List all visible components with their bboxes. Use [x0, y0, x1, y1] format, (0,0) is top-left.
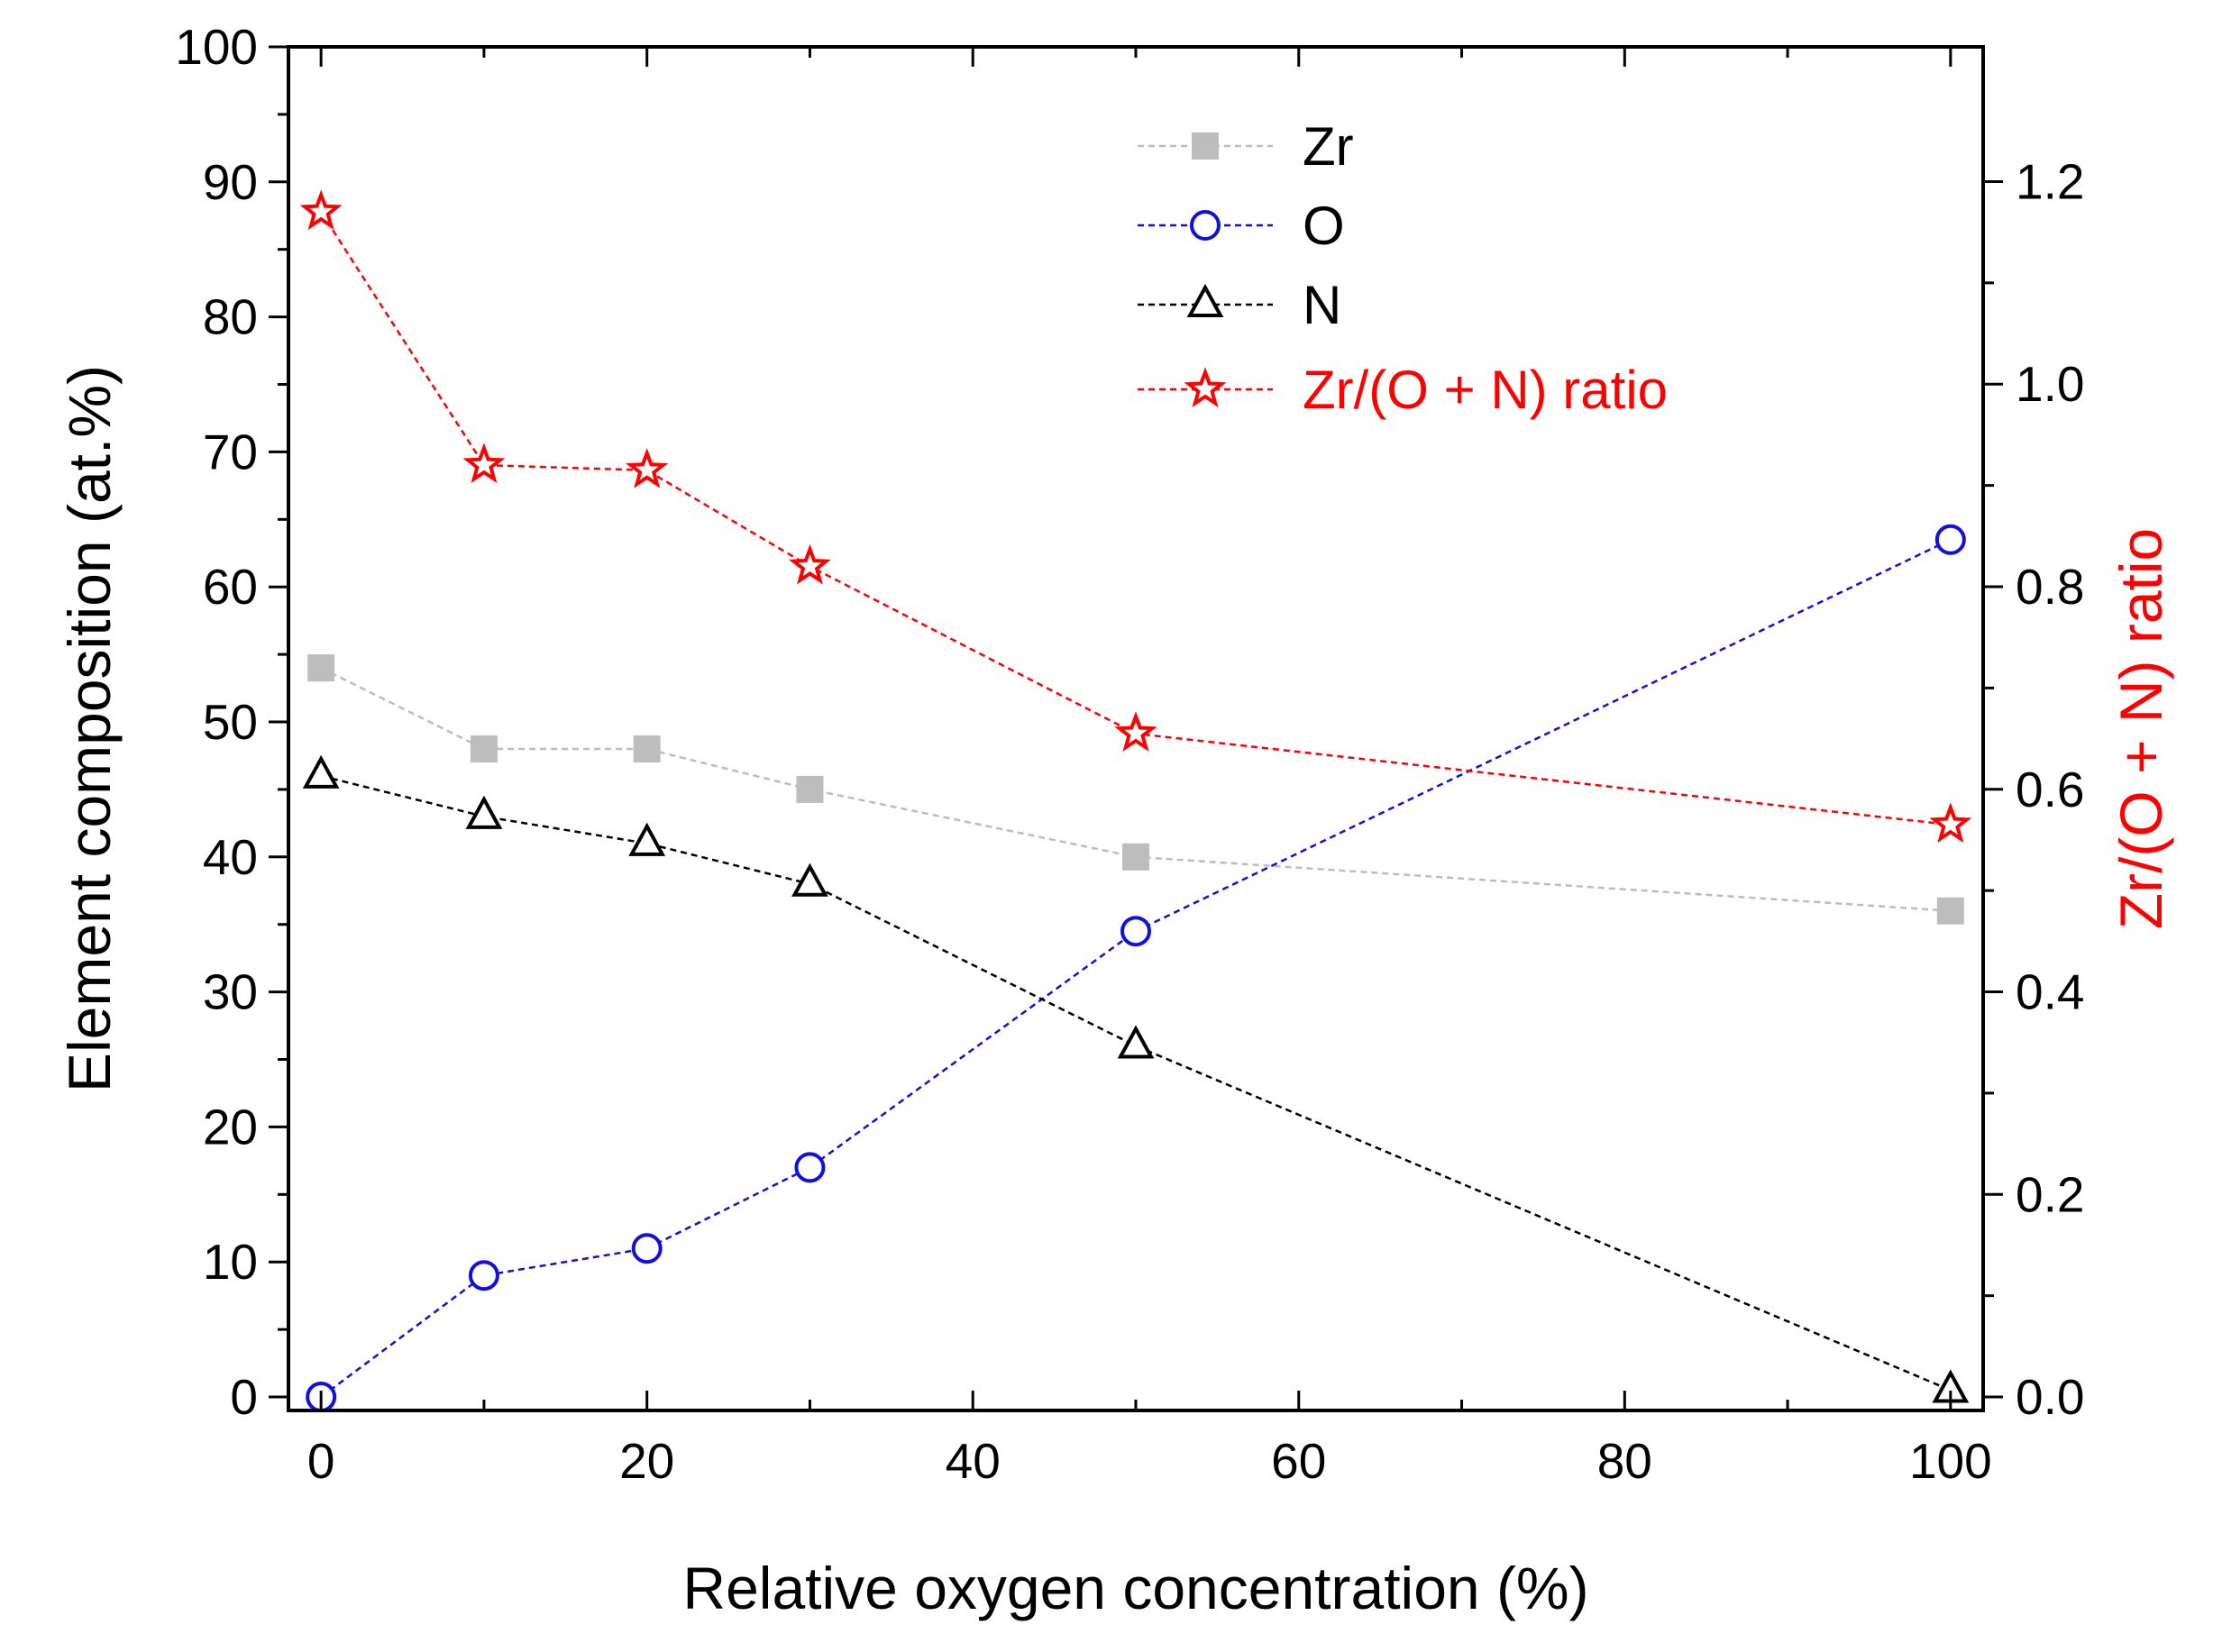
y-tick-label: 50 [203, 694, 258, 750]
data-point-star [626, 448, 669, 488]
y2-tick-label: 0.2 [2016, 1166, 2084, 1222]
y-tick-label: 40 [203, 829, 258, 885]
x-tick-label: 80 [1597, 1433, 1652, 1489]
legend-label-circle: O [1303, 196, 1345, 256]
x-axis-title: Relative oxygen concentration (%) [682, 1555, 1588, 1621]
x-tick-label: 100 [1909, 1433, 1992, 1489]
y2-tick-label: 1.0 [2016, 356, 2084, 412]
series-line-square [320, 666, 1951, 912]
x-tick-label: 20 [619, 1433, 674, 1489]
data-point-circle [631, 1233, 663, 1264]
data-point-triangle [465, 795, 503, 829]
y-tick-label: 80 [203, 289, 258, 345]
y-tick-label: 30 [203, 964, 258, 1020]
data-point-star [788, 543, 831, 585]
data-point-star [299, 189, 343, 231]
data-point-square [1122, 843, 1149, 871]
y-tick-label: 20 [203, 1099, 258, 1155]
y2-tick-label: 1.2 [2016, 153, 2084, 209]
data-point-triangle [628, 822, 666, 856]
series-line-star [320, 211, 1951, 826]
data-point-star [462, 443, 506, 484]
legend-label-triangle: N [1303, 275, 1341, 335]
data-point-square [1936, 897, 1964, 925]
data-point-circle [1934, 524, 1966, 555]
legend: Zr ON Zr/(O + N) ratio [1138, 116, 1668, 420]
data-point-triangle [302, 754, 340, 789]
y2-tick-label: 0.8 [2016, 559, 2084, 615]
tick-layer: 0 20 40 60 80 100 0 10 20 30 40 50 60 70 80 90 100 0.0 0.2… [175, 19, 2084, 1489]
data-point-square [796, 775, 824, 803]
y-tick-label: 100 [175, 19, 258, 75]
y-axis-title: Element composition (at.%) [56, 365, 123, 1092]
data-point-circle [468, 1260, 499, 1291]
y2-tick-label: 0.4 [2016, 964, 2084, 1020]
y2-tick-label: 0.0 [2016, 1369, 2084, 1425]
y-tick-label: 70 [203, 424, 258, 479]
data-point-square [470, 735, 498, 762]
legend-marker-star [1184, 367, 1227, 408]
y2-tick-label: 0.6 [2016, 762, 2084, 817]
data-point-square [633, 735, 661, 762]
x-tick-label: 60 [1271, 1433, 1326, 1489]
y-tick-label: 60 [203, 559, 258, 615]
y-tick-label: 10 [203, 1234, 258, 1290]
data-point-triangle [791, 863, 828, 897]
series-line-triangle [320, 774, 1952, 1392]
data-point-triangle [1117, 1025, 1155, 1059]
legend-marker-square [1192, 132, 1219, 160]
data-point-star [1114, 711, 1157, 752]
data-point-star [1929, 802, 1972, 844]
data-point-square [307, 654, 335, 682]
data-point-circle [794, 1152, 826, 1183]
legend-label-star: Zr/(O + N) ratio [1303, 360, 1668, 420]
series-layer [299, 189, 1972, 1413]
series-line-circle [320, 538, 1952, 1399]
data-point-circle [1120, 916, 1151, 947]
y-tick-label: 0 [230, 1369, 258, 1425]
x-tick-label: 40 [946, 1433, 1001, 1489]
y-tick-label: 90 [203, 154, 258, 210]
x-tick-label: 0 [307, 1433, 335, 1489]
legend-marker-circle [1190, 210, 1221, 241]
legend-label-square: Zr [1303, 116, 1354, 177]
legend-marker-triangle [1186, 283, 1224, 317]
y2-axis-title: Zr/(O + N) ratio [2108, 528, 2174, 930]
